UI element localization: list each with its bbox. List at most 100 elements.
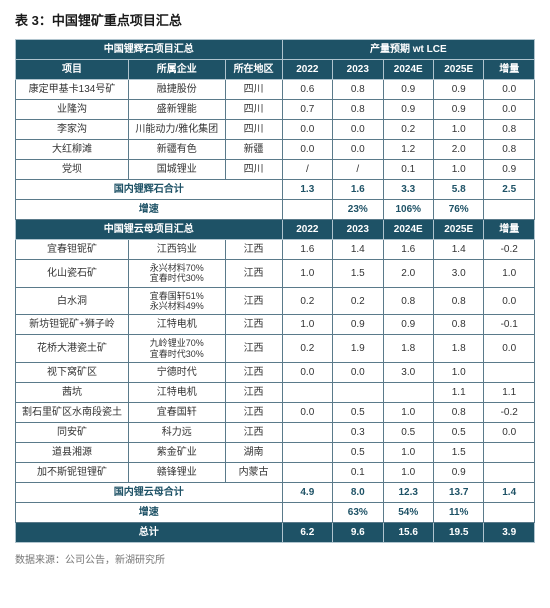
data-source: 数据来源：公司公告，新湖研究所	[15, 551, 535, 566]
lepid-val-2: 1.6	[383, 240, 433, 260]
hdr-section1-right: 产量预期 wt LCE	[282, 40, 534, 60]
lepid-g-2024: 54%	[383, 503, 433, 523]
spod-val-4: 0.8	[484, 120, 535, 140]
lepid-company: 江特电机	[129, 383, 226, 403]
spod-subtotal-label: 国内锂辉石合计	[16, 180, 283, 200]
lepid-val-2: 1.0	[383, 443, 433, 463]
lepid-region: 江西	[225, 260, 282, 288]
lepid-sub-inc: 1.4	[484, 483, 535, 503]
spod-val-0: 0.6	[282, 80, 332, 100]
lepid-val-2: 0.9	[383, 315, 433, 335]
lepid-val-2: 1.0	[383, 463, 433, 483]
hdr-section1-left: 中国锂辉石项目汇总	[16, 40, 283, 60]
spod-val-0: /	[282, 160, 332, 180]
lepid-region: 江西	[225, 240, 282, 260]
lepid-company: 宁德时代	[129, 363, 226, 383]
lepid-company: 科力远	[129, 423, 226, 443]
table-row: 宜春钽铌矿江西钨业江西1.61.41.61.4-0.2	[16, 240, 535, 260]
table-row: 同安矿科力远江西0.30.50.50.0	[16, 423, 535, 443]
spodumene-subtotal-row: 国内锂辉石合计 1.3 1.6 3.3 5.8 2.5	[16, 180, 535, 200]
spod-sub-2024: 3.3	[383, 180, 433, 200]
lepid-region: 内蒙古	[225, 463, 282, 483]
spod-company: 盛新锂能	[129, 100, 226, 120]
spod-region: 四川	[225, 80, 282, 100]
lepid-name: 化山瓷石矿	[16, 260, 129, 288]
lepid-val-3: 1.1	[433, 383, 483, 403]
spod-region: 四川	[225, 160, 282, 180]
lepid-val-0	[282, 423, 332, 443]
spod-val-4: 0.0	[484, 80, 535, 100]
lepid-name: 加不斯铌钽锂矿	[16, 463, 129, 483]
lepid-val-1: 0.9	[333, 315, 383, 335]
lithium-projects-table: 中国锂辉石项目汇总 产量预期 wt LCE 项目 所属企业 所在地区 2022 …	[15, 39, 535, 543]
lepid-val-2: 0.5	[383, 423, 433, 443]
table-row: 李家沟川能动力/雅化集团四川0.00.00.21.00.8	[16, 120, 535, 140]
lepid-val-1: 0.3	[333, 423, 383, 443]
spod-growth-label: 增速	[16, 200, 283, 220]
spod-company: 川能动力/雅化集团	[129, 120, 226, 140]
spod-name: 大红柳滩	[16, 140, 129, 160]
lepid-g-2025: 11%	[433, 503, 483, 523]
lepid-region: 江西	[225, 423, 282, 443]
lepid-val-0: 1.0	[282, 260, 332, 288]
lepid-val-0: 1.0	[282, 315, 332, 335]
lepid-val-3: 1.8	[433, 335, 483, 363]
hdr2-2024: 2024E	[383, 220, 433, 240]
lepid-name: 割石里矿区水南段瓷土	[16, 403, 129, 423]
spodumene-growth-row: 增速 23% 106% 76%	[16, 200, 535, 220]
spod-val-2: 1.2	[383, 140, 433, 160]
table-row: 花桥大港瓷土矿九岭锂业70%宜春时代30%江西0.21.91.81.80.0	[16, 335, 535, 363]
lepid-region: 江西	[225, 315, 282, 335]
spod-val-3: 0.9	[433, 100, 483, 120]
table-row: 茜坑江特电机江西1.11.1	[16, 383, 535, 403]
lepid-company: 江特电机	[129, 315, 226, 335]
total-2024: 15.6	[383, 523, 433, 543]
hdr2-2022: 2022	[282, 220, 332, 240]
lepid-g-2022	[282, 503, 332, 523]
lepidolite-growth-row: 增速 63% 54% 11%	[16, 503, 535, 523]
table-row: 视下窝矿区宁德时代江西0.00.03.01.0	[16, 363, 535, 383]
lepid-region: 江西	[225, 335, 282, 363]
lepid-subtotal-label: 国内锂云母合计	[16, 483, 283, 503]
spod-val-2: 0.2	[383, 120, 433, 140]
hdr2-2025: 2025E	[433, 220, 483, 240]
hdr-section2: 中国锂云母项目汇总	[16, 220, 283, 240]
lepid-val-0: 0.0	[282, 403, 332, 423]
spod-val-3: 2.0	[433, 140, 483, 160]
lepid-val-4	[484, 443, 535, 463]
hdr2-inc: 增量	[484, 220, 535, 240]
lepid-region: 江西	[225, 403, 282, 423]
hdr-2025: 2025E	[433, 60, 483, 80]
hdr-2022: 2022	[282, 60, 332, 80]
lepid-growth-label: 增速	[16, 503, 283, 523]
lepid-val-0	[282, 443, 332, 463]
spod-val-1: /	[333, 160, 383, 180]
header-row-2: 项目 所属企业 所在地区 2022 2023 2024E 2025E 增量	[16, 60, 535, 80]
spod-name: 康定甲基卡134号矿	[16, 80, 129, 100]
lepid-val-1: 1.5	[333, 260, 383, 288]
table-row: 加不斯铌钽锂矿赣锋锂业内蒙古0.11.00.9	[16, 463, 535, 483]
lepid-sub-2025: 13.7	[433, 483, 483, 503]
lepid-name: 茜坑	[16, 383, 129, 403]
spod-val-2: 0.9	[383, 80, 433, 100]
spod-val-0: 0.7	[282, 100, 332, 120]
spod-company: 融捷股份	[129, 80, 226, 100]
lepid-val-3: 1.5	[433, 443, 483, 463]
lepid-val-1: 0.2	[333, 287, 383, 315]
spod-sub-inc: 2.5	[484, 180, 535, 200]
lepid-val-4: -0.2	[484, 240, 535, 260]
table-row: 业隆沟盛新锂能四川0.70.80.90.90.0	[16, 100, 535, 120]
lepid-region: 江西	[225, 287, 282, 315]
total-label: 总计	[16, 523, 283, 543]
lepid-region: 江西	[225, 363, 282, 383]
lepid-region: 湖南	[225, 443, 282, 463]
table-row: 割石里矿区水南段瓷土宜春国轩江西0.00.51.00.8-0.2	[16, 403, 535, 423]
total-2023: 9.6	[333, 523, 383, 543]
header-row-3: 中国锂云母项目汇总 2022 2023 2024E 2025E 增量	[16, 220, 535, 240]
spod-g-2023: 23%	[333, 200, 383, 220]
lepid-name: 花桥大港瓷土矿	[16, 335, 129, 363]
hdr-2024: 2024E	[383, 60, 433, 80]
lepid-sub-2023: 8.0	[333, 483, 383, 503]
lepid-company: 永兴材料70%宜春时代30%	[129, 260, 226, 288]
lepid-val-3: 0.9	[433, 463, 483, 483]
